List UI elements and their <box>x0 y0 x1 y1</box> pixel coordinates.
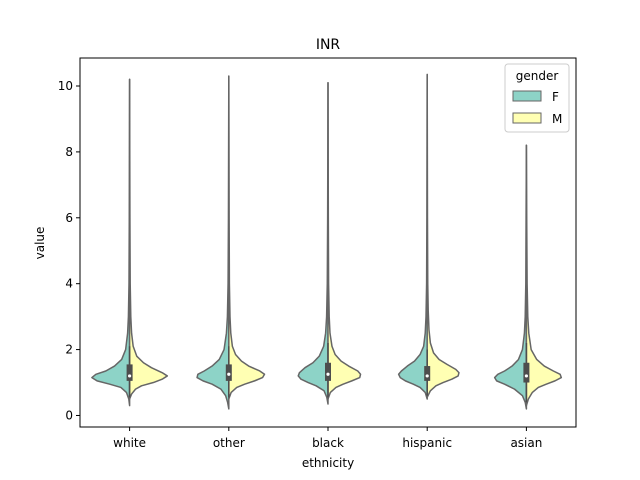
box-iqr <box>126 364 133 381</box>
violin-half-f <box>297 81 329 405</box>
y-axis-label: value <box>33 227 47 260</box>
legend-swatch-m <box>512 112 542 124</box>
box-iqr <box>325 362 331 381</box>
x-axis: white other black hispanic asian <box>113 427 542 450</box>
legend-label-f: F <box>552 90 559 104</box>
y-tick-label: 6 <box>65 211 73 225</box>
violin-hispanic <box>397 73 460 400</box>
box-median <box>227 372 231 376</box>
x-tick-label: black <box>312 436 344 450</box>
violin-half-f <box>196 75 230 410</box>
box-iqr <box>225 364 232 381</box>
legend-label-m: M <box>552 112 562 126</box>
violin-half-f <box>91 78 131 407</box>
y-tick-label: 8 <box>65 145 73 159</box>
legend-title: gender <box>516 69 559 83</box>
box-median <box>425 374 429 378</box>
legend-swatch-f <box>512 90 542 102</box>
legend: gender F M <box>504 63 570 133</box>
violin-half-f <box>397 73 428 400</box>
chart-title: INR <box>316 37 341 53</box>
violin-half-m <box>525 144 563 407</box>
violin-asian <box>493 144 563 410</box>
y-tick-label: 10 <box>58 79 73 93</box>
box-median <box>128 374 132 378</box>
y-tick-label: 0 <box>65 408 73 422</box>
violin-half-m <box>327 81 362 400</box>
x-tick-label: asian <box>510 436 542 450</box>
violin-half-m <box>128 78 169 400</box>
plot-area <box>91 73 563 410</box>
violin-white <box>91 78 169 407</box>
violin-other <box>196 75 266 410</box>
y-tick-label: 2 <box>65 343 73 357</box>
y-tick-label: 4 <box>65 277 73 291</box>
x-tick-label: other <box>213 436 245 450</box>
box-iqr <box>523 362 530 383</box>
violin-half-m <box>426 73 460 399</box>
y-axis: 0 2 4 6 8 10 <box>58 79 80 422</box>
violin-black <box>297 81 362 405</box>
box-median <box>326 372 330 376</box>
x-tick-label: hispanic <box>402 436 452 450</box>
violin-half-m <box>228 75 266 400</box>
x-tick-label: white <box>113 436 146 450</box>
box-median <box>524 374 529 378</box>
violin-half-f <box>493 144 528 410</box>
x-axis-label: ethnicity <box>302 456 354 470</box>
box-iqr <box>424 366 431 381</box>
